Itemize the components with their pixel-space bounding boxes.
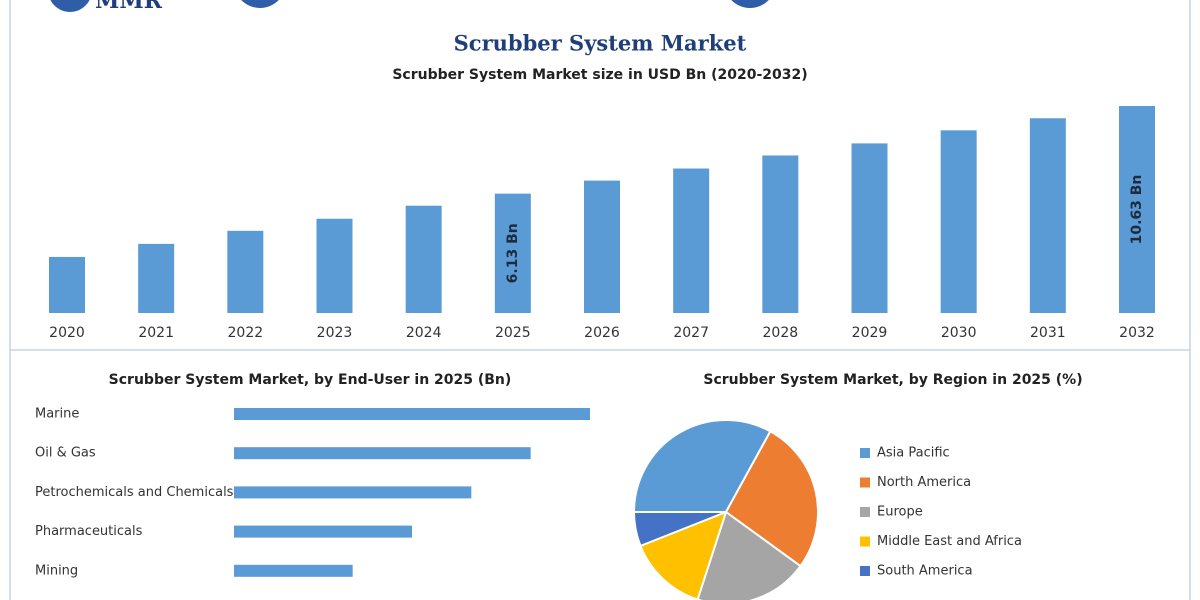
- pie-slice: [724, 430, 819, 568]
- logo-icon: [50, 0, 90, 12]
- chart-subtitle: Scrubber System Market size in USD Bn (2…: [392, 67, 807, 83]
- category-label: Mining: [35, 563, 78, 578]
- legend-swatch: [860, 477, 870, 488]
- x-tick-label: 2027: [673, 325, 709, 341]
- legend-swatch: [860, 566, 870, 576]
- bar: [138, 243, 175, 313]
- bar: [851, 143, 888, 313]
- icon: [241, 0, 279, 8]
- bar: [762, 155, 799, 313]
- category-label: Petrochemicals and Chemicals: [35, 485, 234, 500]
- x-tick-label: 2031: [1030, 325, 1066, 341]
- bar: [1119, 106, 1155, 313]
- chart-title: Scrubber System Market, by End-User in 2…: [109, 372, 512, 388]
- bar: [234, 447, 531, 460]
- frame: [9, 0, 1191, 600]
- bar: [940, 130, 977, 313]
- legend-swatch: [860, 536, 870, 547]
- x-tick-label: 2023: [317, 325, 353, 341]
- pie-slice: [639, 510, 728, 600]
- pie-slice: [632, 419, 772, 513]
- bar: [234, 564, 353, 577]
- bar: [584, 180, 620, 313]
- x-tick-label: 2020: [49, 325, 85, 341]
- legend-label: South America: [877, 564, 973, 579]
- x-tick-label: 2032: [1119, 325, 1155, 341]
- bar: [227, 230, 264, 313]
- icon: [731, 0, 769, 8]
- x-tick-label: 2024: [406, 325, 442, 341]
- x-tick-label: 2026: [584, 325, 620, 341]
- x-tick-label: 2028: [763, 325, 799, 341]
- x-tick-label: 2025: [495, 325, 531, 341]
- bar: [405, 205, 442, 313]
- data-label: 6.13 Bn: [505, 223, 521, 283]
- chart-title: Scrubber System Market: [454, 31, 747, 56]
- legend-label: Middle East and Africa: [877, 534, 1022, 549]
- legend-label: Europe: [877, 505, 923, 520]
- x-tick-label: 2022: [228, 325, 264, 341]
- x-tick-label: 2029: [852, 325, 888, 341]
- legend-label: North America: [877, 475, 971, 490]
- legend-swatch: [860, 448, 870, 458]
- bar: [234, 486, 472, 499]
- legend-swatch: [860, 507, 870, 517]
- category-label: Oil & Gas: [35, 446, 96, 461]
- bar: [49, 256, 85, 313]
- bar: [1029, 118, 1066, 313]
- category-label: Marine: [35, 407, 79, 422]
- pie-slice: [632, 511, 727, 548]
- bar: [494, 193, 531, 313]
- bar: [234, 408, 590, 420]
- x-tick-label: 2030: [941, 325, 977, 341]
- bar: [673, 168, 710, 313]
- logo: MMR: [95, 0, 163, 14]
- chart-title: Scrubber System Market, by Region in 202…: [703, 372, 1082, 388]
- pie-slice: [696, 510, 802, 600]
- data-label: 10.63 Bn: [1129, 175, 1145, 245]
- x-tick-label: 2021: [138, 325, 174, 341]
- category-label: Pharmaceuticals: [35, 524, 143, 539]
- bar: [234, 525, 412, 538]
- legend-label: Asia Pacific: [877, 446, 950, 461]
- bar: [316, 218, 353, 313]
